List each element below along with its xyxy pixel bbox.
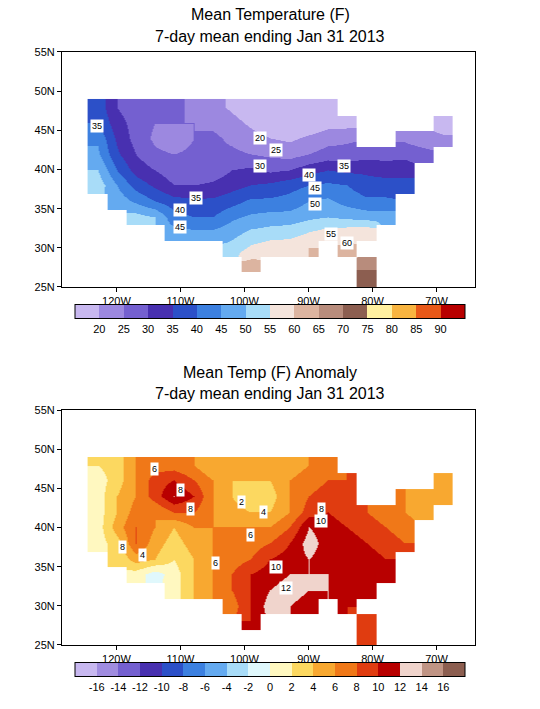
svg-text:70: 70	[337, 323, 349, 335]
svg-text:45: 45	[215, 323, 227, 335]
svg-text:90: 90	[435, 323, 447, 335]
svg-text:35N: 35N	[35, 561, 55, 573]
svg-text:12: 12	[281, 583, 291, 593]
svg-text:-8: -8	[178, 681, 188, 693]
svg-text:4: 4	[310, 681, 316, 693]
svg-text:Mean Temp (F) Anomaly: Mean Temp (F) Anomaly	[183, 364, 357, 381]
svg-text:80: 80	[386, 323, 398, 335]
svg-text:50N: 50N	[35, 85, 55, 97]
svg-text:4: 4	[140, 550, 145, 560]
svg-text:30N: 30N	[35, 600, 55, 612]
svg-text:65: 65	[313, 323, 325, 335]
svg-text:7-day mean ending Jan 31 2013: 7-day mean ending Jan 31 2013	[155, 385, 385, 402]
svg-text:35N: 35N	[35, 203, 55, 215]
svg-text:70W: 70W	[425, 653, 448, 665]
svg-text:40: 40	[304, 170, 314, 180]
svg-text:45: 45	[175, 222, 185, 232]
svg-text:16: 16	[437, 681, 449, 693]
svg-text:45: 45	[310, 183, 320, 193]
svg-text:8: 8	[178, 485, 183, 495]
svg-text:60: 60	[288, 323, 300, 335]
svg-text:8: 8	[120, 542, 125, 552]
svg-text:50: 50	[240, 323, 252, 335]
svg-text:6: 6	[152, 464, 157, 474]
svg-text:10: 10	[271, 562, 281, 572]
svg-text:70W: 70W	[425, 295, 448, 307]
svg-text:25N: 25N	[35, 281, 55, 293]
svg-text:25: 25	[118, 323, 130, 335]
svg-text:10: 10	[372, 681, 384, 693]
svg-text:60: 60	[342, 238, 352, 248]
svg-text:40: 40	[191, 323, 203, 335]
svg-text:45N: 45N	[35, 124, 55, 136]
svg-text:8: 8	[319, 504, 324, 514]
svg-text:20: 20	[255, 133, 265, 143]
svg-text:90W: 90W	[297, 295, 320, 307]
svg-text:50: 50	[310, 199, 320, 209]
svg-text:20: 20	[93, 323, 105, 335]
svg-text:10: 10	[316, 516, 326, 526]
svg-text:8: 8	[188, 504, 193, 514]
svg-text:55: 55	[264, 323, 276, 335]
svg-text:35: 35	[339, 161, 349, 171]
svg-text:12: 12	[394, 681, 406, 693]
svg-text:120W: 120W	[102, 653, 131, 665]
svg-text:90W: 90W	[297, 653, 320, 665]
svg-text:100W: 100W	[230, 295, 259, 307]
svg-text:80W: 80W	[361, 295, 384, 307]
svg-text:14: 14	[416, 681, 428, 693]
svg-text:6: 6	[332, 681, 338, 693]
svg-text:30: 30	[142, 323, 154, 335]
svg-text:-12: -12	[132, 681, 148, 693]
svg-text:45N: 45N	[35, 482, 55, 494]
svg-text:30: 30	[255, 161, 265, 171]
svg-text:4: 4	[261, 507, 266, 517]
svg-text:110W: 110W	[166, 653, 195, 665]
svg-text:-6: -6	[200, 681, 210, 693]
svg-text:55N: 55N	[35, 46, 55, 58]
svg-text:-4: -4	[222, 681, 232, 693]
svg-text:Mean Temperature (F): Mean Temperature (F)	[191, 6, 350, 23]
svg-text:6: 6	[248, 530, 253, 540]
svg-text:0: 0	[267, 681, 273, 693]
svg-text:120W: 120W	[102, 295, 131, 307]
svg-text:55N: 55N	[35, 404, 55, 416]
svg-text:-16: -16	[89, 681, 105, 693]
svg-text:40N: 40N	[35, 163, 55, 175]
svg-text:2: 2	[289, 681, 295, 693]
svg-text:40: 40	[175, 205, 185, 215]
svg-text:-2: -2	[243, 681, 253, 693]
svg-text:85: 85	[410, 323, 422, 335]
svg-text:75: 75	[361, 323, 373, 335]
svg-text:35: 35	[166, 323, 178, 335]
svg-text:-14: -14	[110, 681, 126, 693]
svg-text:30N: 30N	[35, 242, 55, 254]
svg-text:6: 6	[213, 558, 218, 568]
svg-text:80W: 80W	[361, 653, 384, 665]
svg-text:35: 35	[92, 121, 102, 131]
svg-text:-10: -10	[154, 681, 170, 693]
svg-text:8: 8	[354, 681, 360, 693]
svg-text:110W: 110W	[166, 295, 195, 307]
svg-text:35: 35	[191, 193, 201, 203]
svg-text:7-day mean ending Jan 31 2013: 7-day mean ending Jan 31 2013	[155, 28, 385, 45]
svg-text:25: 25	[271, 145, 281, 155]
svg-text:2: 2	[239, 497, 244, 507]
svg-text:25N: 25N	[35, 639, 55, 651]
svg-text:40N: 40N	[35, 521, 55, 533]
svg-text:55: 55	[326, 229, 336, 239]
svg-text:50N: 50N	[35, 443, 55, 455]
svg-text:100W: 100W	[230, 653, 259, 665]
